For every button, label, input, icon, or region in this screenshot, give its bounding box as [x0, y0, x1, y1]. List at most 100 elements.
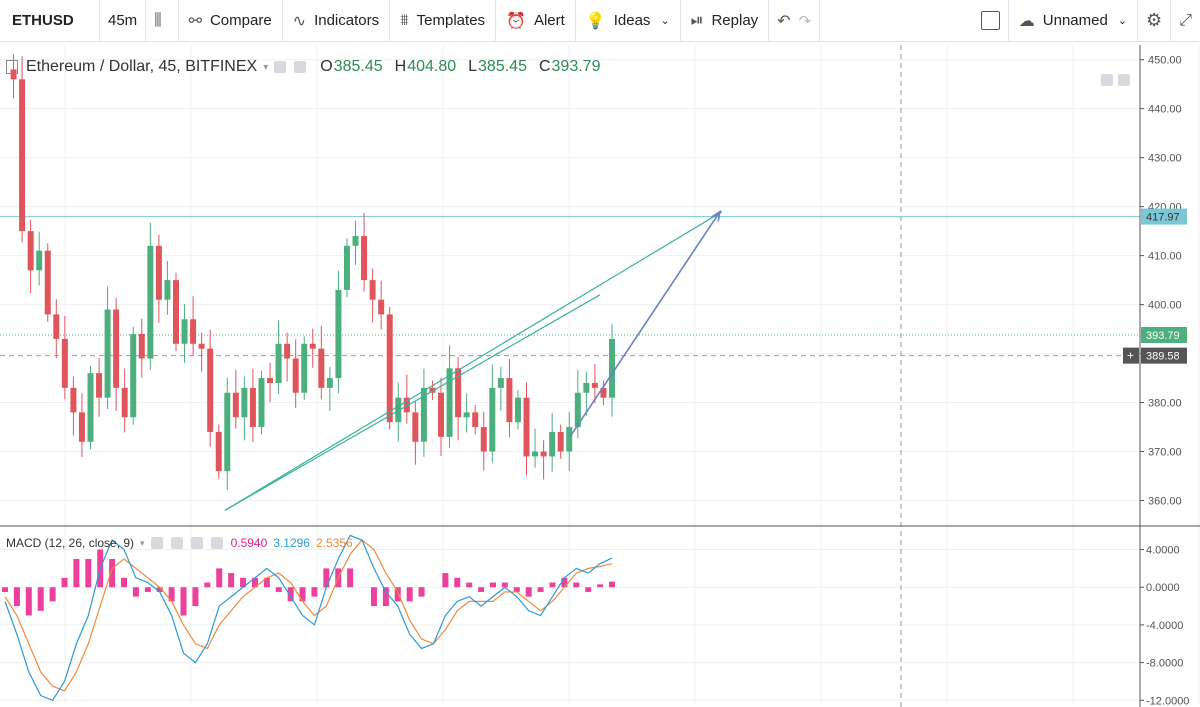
candle-body — [27, 231, 34, 271]
price-tick-label: 360.00 — [1148, 496, 1182, 508]
candle-body — [275, 343, 282, 383]
collapse-icon[interactable] — [6, 60, 18, 74]
chevron-down-icon[interactable]: ▾ — [140, 537, 145, 548]
candle-body — [130, 333, 137, 418]
price-tick-label: 380.00 — [1148, 398, 1182, 410]
replay-icon: ⏯ — [690, 11, 704, 29]
candle-body — [258, 378, 265, 428]
candle-body — [138, 333, 145, 359]
arrow-head — [711, 209, 722, 222]
candle-body — [335, 289, 342, 379]
replay-label: Replay — [711, 12, 759, 29]
price-label: 393.79 — [1146, 330, 1180, 342]
macd-histogram-bar — [13, 587, 20, 607]
templates-icon: ⩩ — [400, 11, 409, 29]
macd-histogram-bar — [406, 587, 413, 602]
macd-histogram-bar — [144, 587, 151, 592]
macd-histogram-bar — [61, 577, 68, 588]
macd-histogram-bar — [382, 587, 389, 607]
chevron-down-icon[interactable]: ▾ — [263, 61, 269, 73]
eye-icon[interactable] — [150, 537, 163, 549]
expand-icon: ⤢ — [1179, 11, 1192, 29]
candle-body — [480, 427, 487, 452]
ideas-button[interactable]: 💡 Ideas ⌄ — [576, 0, 681, 42]
macd-histogram-bar — [454, 577, 461, 588]
candle-body — [241, 387, 248, 418]
macd-signal-value: 2.5356 — [315, 536, 353, 550]
candle-body — [284, 343, 291, 359]
candle-body — [292, 358, 299, 393]
undo-icon: ↶ — [777, 12, 791, 30]
gear-icon[interactable] — [170, 537, 183, 549]
layout-name-label: Unnamed — [1042, 12, 1108, 29]
macd-histogram-bar — [299, 587, 306, 602]
macd-histogram-bar — [585, 587, 592, 592]
candle-body — [318, 348, 325, 388]
candle-body — [96, 373, 103, 398]
settings-button[interactable]: ⚙ — [1138, 0, 1172, 42]
macd-title: MACD (12, 26, close, 9) — [6, 536, 135, 550]
fullscreen-toggle-button[interactable] — [973, 0, 1009, 42]
macd-histogram-bar — [489, 582, 496, 588]
replay-button[interactable]: ⏯ Replay — [681, 0, 770, 42]
macd-histogram-bar — [478, 587, 485, 592]
compare-label: Compare — [209, 12, 272, 29]
candle-body — [121, 387, 128, 418]
macd-histogram-bar — [2, 587, 8, 592]
symbol-search-button[interactable]: ETHUSD — [0, 0, 100, 42]
chart-type-button[interactable]: ⫼ — [146, 0, 179, 42]
candle-body — [403, 397, 410, 413]
candle-body — [489, 387, 496, 452]
fullscreen-button[interactable]: ⤢ — [1171, 0, 1200, 42]
arrow-down-icon[interactable] — [1101, 74, 1113, 86]
indicators-button[interactable]: ∿ Indicators — [283, 0, 391, 42]
macd-histogram-bar — [263, 577, 270, 588]
alert-button[interactable]: ⏰ Alert — [496, 0, 576, 42]
price-tick-label: 410.00 — [1148, 251, 1182, 263]
macd-histogram-bar — [204, 582, 211, 588]
macd-histogram-bar — [501, 582, 508, 588]
candle-body — [574, 392, 581, 428]
eye-icon[interactable] — [274, 61, 287, 73]
macd-histogram-bar — [49, 587, 56, 602]
candle-body — [540, 451, 547, 457]
macd-histogram-bar — [597, 584, 604, 588]
price-tick-label: 440.00 — [1148, 104, 1182, 116]
candle-body — [113, 309, 120, 388]
price-label: 417.97 — [1146, 212, 1180, 224]
low-label: L — [468, 58, 478, 75]
macd-histogram-bar — [537, 587, 544, 592]
price-legend: Ethereum / Dollar, 45, BITFINEX ▾ O 385.4… — [6, 58, 600, 76]
trend-line-upper — [224, 211, 723, 511]
price-label-bg — [1141, 347, 1187, 364]
close-icon[interactable] — [210, 537, 223, 549]
candle-body — [309, 343, 316, 349]
compare-button[interactable]: ⚯ Compare — [179, 0, 283, 42]
undo-button[interactable]: ↶ ↷ — [769, 0, 821, 42]
macd-histogram-bar — [323, 568, 330, 588]
plus-icon[interactable] — [190, 537, 203, 549]
macd-histogram-bar — [442, 573, 449, 588]
alarm-clock-icon: ⏰ — [506, 12, 526, 30]
macd-histogram-bar — [73, 558, 80, 588]
macd-histogram-bar — [513, 587, 520, 592]
macd-histogram-bar — [466, 582, 473, 588]
candle-body — [472, 412, 479, 428]
layout-name-button[interactable]: ☁ Unnamed ⌄ — [1009, 0, 1139, 42]
candle-body — [78, 412, 85, 442]
candle-body — [326, 378, 333, 388]
macd-histogram-bar — [37, 587, 44, 611]
candle-body — [10, 69, 17, 80]
trend-line — [224, 294, 601, 511]
gear-icon[interactable] — [294, 61, 307, 73]
candle-body — [609, 338, 615, 398]
macd-histogram-bar — [251, 577, 258, 588]
macd-histogram-bar — [287, 587, 294, 602]
templates-button[interactable]: ⩩ Templates — [390, 0, 497, 42]
interval-button[interactable]: 45m — [100, 0, 147, 42]
macd-histogram-bar — [109, 558, 116, 588]
arrow-up-down-icon[interactable] — [1118, 74, 1130, 86]
redo-icon[interactable]: ↷ — [798, 12, 812, 30]
chevron-down-icon: ⌄ — [1117, 15, 1128, 27]
